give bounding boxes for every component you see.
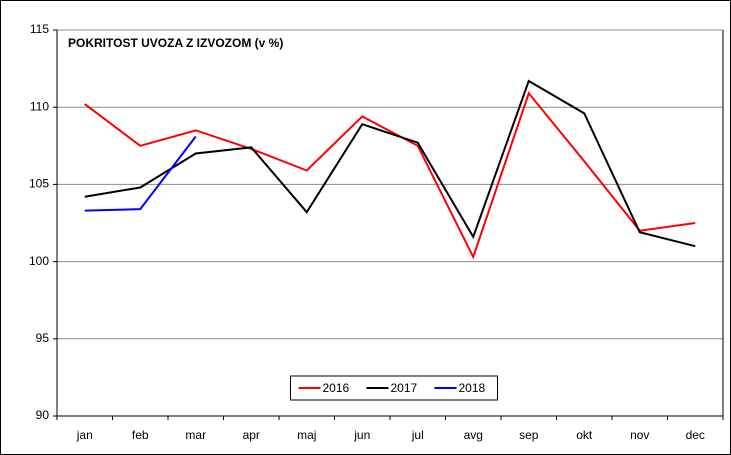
y-tick-label: 105 [29, 177, 49, 191]
x-tick-label: avg [464, 428, 483, 442]
series-line [84, 91, 696, 260]
x-tick-label: nov [630, 428, 649, 442]
x-tick-label: okt [576, 428, 593, 442]
x-tick-label: jul [411, 428, 424, 442]
x-tick-label: feb [132, 428, 149, 442]
legend-label: 2016 [323, 381, 350, 395]
x-tick-label: apr [243, 428, 260, 442]
legend-label: 2018 [459, 381, 486, 395]
x-tick-label: jun [353, 428, 370, 442]
x-tick-label: jan [76, 428, 93, 442]
y-tick-label: 100 [29, 254, 49, 268]
y-tick-label: 90 [36, 408, 50, 422]
x-tick-label: dec [686, 428, 705, 442]
x-tick-label: maj [297, 428, 316, 442]
series-line [84, 135, 197, 212]
x-tick-label: mar [185, 428, 206, 442]
legend-label: 2017 [391, 381, 418, 395]
chart-title: POKRITOST UVOZA Z IZVOZOM (v %) [68, 36, 283, 50]
y-tick-label: 95 [36, 331, 50, 345]
series-line [84, 79, 696, 248]
y-tick-label: 110 [30, 99, 49, 113]
x-tick-label: sep [519, 428, 539, 442]
y-tick-label: 115 [30, 22, 49, 36]
legend-box [290, 375, 498, 401]
